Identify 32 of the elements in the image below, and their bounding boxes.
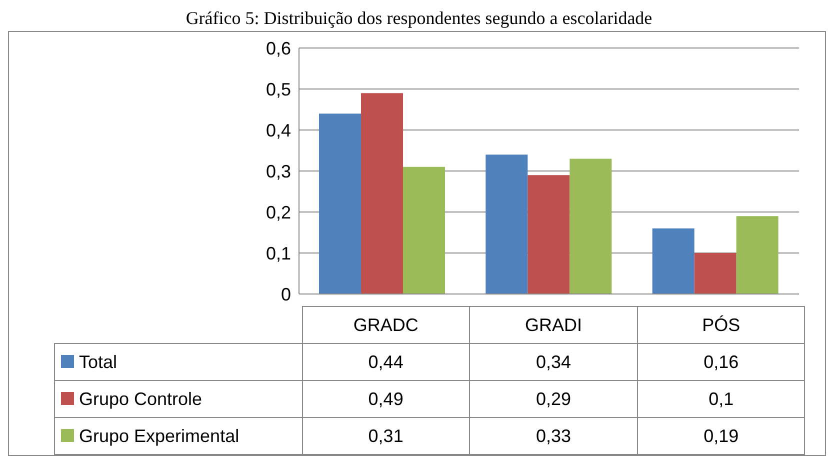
data-label: 0,19: [637, 418, 805, 454]
bar: [570, 158, 612, 294]
y-tick-label: 0,1: [266, 243, 291, 264]
y-tick-label: 0: [280, 284, 291, 304]
bar: [652, 228, 694, 294]
bar: [319, 114, 361, 294]
data-label: 0,1: [637, 380, 805, 418]
bar: [736, 216, 778, 294]
data-label: 0,34: [470, 344, 638, 380]
y-tick-label: 0,4: [266, 120, 291, 140]
x-tick-label: GRADC: [302, 306, 470, 344]
x-tick-label: PÓS: [637, 306, 805, 344]
bar: [528, 175, 570, 294]
chart-title: Gráfico 5: Distribuição dos respondentes segundo a escolaridade: [184, 8, 654, 29]
data-label: 0,49: [302, 380, 470, 418]
data-label: 0,31: [302, 418, 470, 454]
bar: [403, 166, 445, 294]
data-label: 0,29: [470, 380, 638, 418]
data-label: 0,33: [470, 418, 638, 454]
bar: [694, 253, 736, 294]
y-tick-label: 0,6: [266, 38, 291, 58]
y-tick-label: 0,3: [266, 161, 291, 182]
bar: [486, 154, 528, 294]
legend-label: Total: [54, 344, 302, 380]
legend-label: Grupo Experimental: [54, 418, 302, 454]
y-tick-label: 0,2: [266, 202, 291, 222]
data-label: 0,16: [637, 344, 805, 380]
bar: [361, 93, 403, 294]
y-tick-label: 0,5: [266, 79, 291, 100]
data-label: 0,44: [302, 344, 470, 380]
legend-label: Grupo Controle: [54, 380, 302, 418]
x-tick-label: GRADI: [470, 306, 638, 344]
